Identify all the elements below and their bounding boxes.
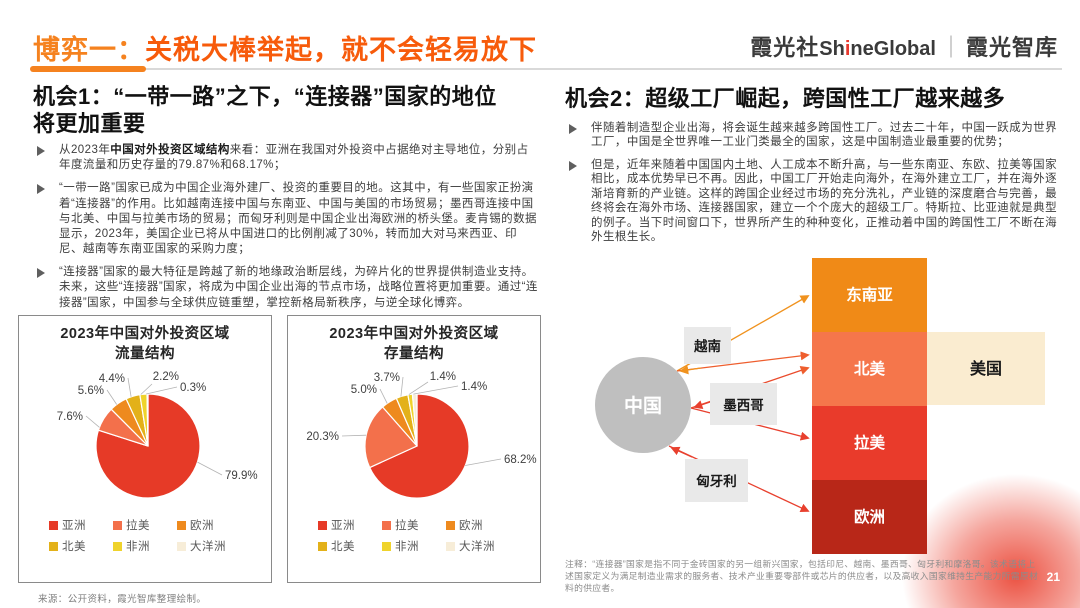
bullet-arrow-icon [37, 268, 45, 279]
legend-swatch [177, 520, 186, 530]
legend-swatch [318, 541, 327, 551]
chart-legend: 亚洲 拉美 欧洲北美 非洲 大洋洲 [19, 517, 271, 554]
region-block-latam [812, 406, 927, 480]
legend-item: 亚洲 [318, 517, 382, 533]
region-label-sea: 东南亚 [846, 285, 893, 304]
pie-label: 1.4% [461, 381, 487, 393]
legend-item: 北美 [49, 538, 113, 554]
bullet-arrow-icon [569, 160, 577, 171]
bullet-item: 从2023年中国对外投资区域结构来看：亚洲在我国对外投资中占据绝对主导地位，分别… [33, 143, 540, 173]
usa-block [927, 332, 1045, 405]
pie-label: 20.3% [306, 431, 339, 443]
connector-label-mexico: 墨西哥 [723, 398, 764, 413]
connector-label-hungary: 匈牙利 [696, 473, 737, 489]
chart-box-stock-structure: 2023年中国对外投资区域 存量结构 68.2% 20.3% 5.0% 3.7% 1.4… [287, 315, 541, 583]
legend-item: 北美 [318, 538, 382, 554]
legend-swatch [49, 520, 58, 530]
bullet-item: 伴随着制造型企业出海，将会诞生越来越多跨国性工厂。过去二十年，中国一跃成为世界工… [565, 121, 1063, 150]
pie-label: 5.0% [351, 384, 377, 396]
usa-label: 美国 [970, 359, 1002, 378]
bullet-list-right: 伴随着制造型企业出海，将会诞生越来越多跨国性工厂。过去二十年，中国一跃成为世界工… [565, 121, 1063, 253]
bullet-arrow-icon [37, 184, 45, 195]
chart-legend: 亚洲 拉美 欧洲北美 非洲 大洋洲 [288, 517, 540, 554]
connector-countries-diagram: 中国 越南 墨西哥 匈牙利 东南亚 北美 拉美 欧洲 美国 [595, 258, 1045, 554]
flow-arrow-into-china [679, 365, 702, 375]
page-number: 21 [1046, 570, 1060, 584]
footnote: 注释：“连接器”国家是指不同于金砖国家的另一组新兴国家，包括印尼、越南、墨西哥、… [565, 559, 1039, 594]
legend-item: 大洋洲 [177, 538, 241, 554]
pie-label: 5.6% [78, 385, 104, 397]
chart-title: 2023年中国对外投资区域 流量结构 [60, 326, 230, 362]
brand-logo-en: ShineGlobal [819, 38, 936, 60]
region-label-europe: 欧洲 [854, 507, 885, 526]
section-heading-opportunity1: 机会1：“一带一路”之下，“连接器”国家的地位将更加重要 [33, 84, 497, 136]
legend-item: 欧洲 [446, 517, 510, 533]
legend-swatch [446, 520, 455, 530]
legend-swatch [113, 520, 122, 530]
connector-box-hungary [685, 459, 748, 502]
pie-label: 4.4% [99, 373, 125, 385]
pie-label: 1.4% [430, 371, 456, 383]
legend-item: 大洋洲 [446, 538, 510, 554]
legend-item: 亚洲 [49, 517, 113, 533]
chart-title: 2023年中国对外投资区域 存量结构 [329, 326, 499, 362]
bullet-arrow-icon [37, 146, 45, 156]
bullet-item: 但是，近年来随着中国国内土地、人工成本不断升高，与一些东南亚、东欧、拉美等国家相… [565, 158, 1063, 245]
bullet-item: “连接器”国家的最大特征是跨越了新的地缘政治断层线，为碎片化的世界提供制造业支持… [33, 265, 540, 311]
pie-label: 2.2% [153, 371, 179, 383]
pie-label: 7.6% [57, 411, 83, 423]
pie-slice-亚洲 [368, 393, 470, 499]
flow-arrow-into-china [693, 400, 711, 410]
section-heading-opportunity2: 机会2：超级工厂崛起，跨国性工厂越来越多 [565, 86, 1006, 111]
china-circle [595, 357, 691, 453]
region-block-sea [812, 258, 927, 332]
title-underline-bar [30, 66, 146, 72]
bullet-list-left: 从2023年中国对外投资区域结构来看：亚洲在我国对外投资中占据绝对主导地位，分别… [33, 143, 540, 319]
connector-label-vietnam: 越南 [693, 338, 721, 354]
region-block-europe [812, 480, 927, 554]
page-title-main: 关税大棒举起，就不会轻易放下 [145, 35, 537, 65]
legend-swatch [446, 541, 455, 551]
pie-label: 79.9% [225, 470, 258, 482]
legend-item: 非洲 [382, 538, 446, 554]
pie-label: 0.3% [180, 382, 206, 394]
legend-swatch [177, 541, 186, 551]
legend-swatch [318, 520, 327, 530]
pie-label: 3.7% [374, 372, 400, 384]
legend-item: 拉美 [382, 517, 446, 533]
header-divider-line [140, 68, 1062, 70]
brand-logo-cn2: 霞光智库 [965, 35, 1058, 60]
bullet-arrow-icon [569, 124, 577, 134]
logo-divider: ｜ [939, 35, 962, 60]
legend-swatch [382, 541, 391, 551]
page-title: 博弈一：关税大棒举起，就不会轻易放下 [33, 28, 537, 67]
legend-item: 欧洲 [177, 517, 241, 533]
region-block-na [812, 332, 927, 406]
legend-item: 拉美 [113, 517, 177, 533]
pie-label: 68.2% [504, 454, 537, 466]
brand-logo-cn: 霞光社 [750, 35, 820, 60]
page-title-prefix: 博弈一： [33, 35, 145, 65]
pie-slice-拉美 [364, 406, 418, 469]
region-label-latam: 拉美 [854, 433, 886, 452]
china-label: 中国 [624, 394, 662, 417]
region-label-na: 北美 [854, 359, 886, 378]
flow-arrow-into-china [670, 446, 693, 458]
brand-logo: 霞光社ShineGlobal ｜霞光智库 [750, 30, 1058, 62]
legend-swatch [382, 520, 391, 530]
legend-swatch [113, 541, 122, 551]
pie-chart-flow: 79.9% 7.6% 5.6%4.4% 2.2%0.3% [57, 371, 258, 499]
chart-box-flow-structure: 2023年中国对外投资区域 流量结构 79.9% 7.6% 5.6% 4.4% 2.2%… [18, 315, 272, 583]
legend-swatch [49, 541, 58, 551]
connector-box-mexico [710, 383, 777, 425]
bullet-item: “一带一路”国家已成为中国企业海外建厂、投资的重要目的地。这其中，有一些国家正扮… [33, 181, 540, 257]
source-note: 来源：公开资料，霞光智库整理绘制。 [38, 594, 207, 605]
pie-chart-stock: 68.2% 20.3% 5.0%3.7% 1.4% 1.4% [306, 371, 537, 499]
connector-box-vietnam [684, 327, 731, 364]
legend-item: 非洲 [113, 538, 177, 554]
